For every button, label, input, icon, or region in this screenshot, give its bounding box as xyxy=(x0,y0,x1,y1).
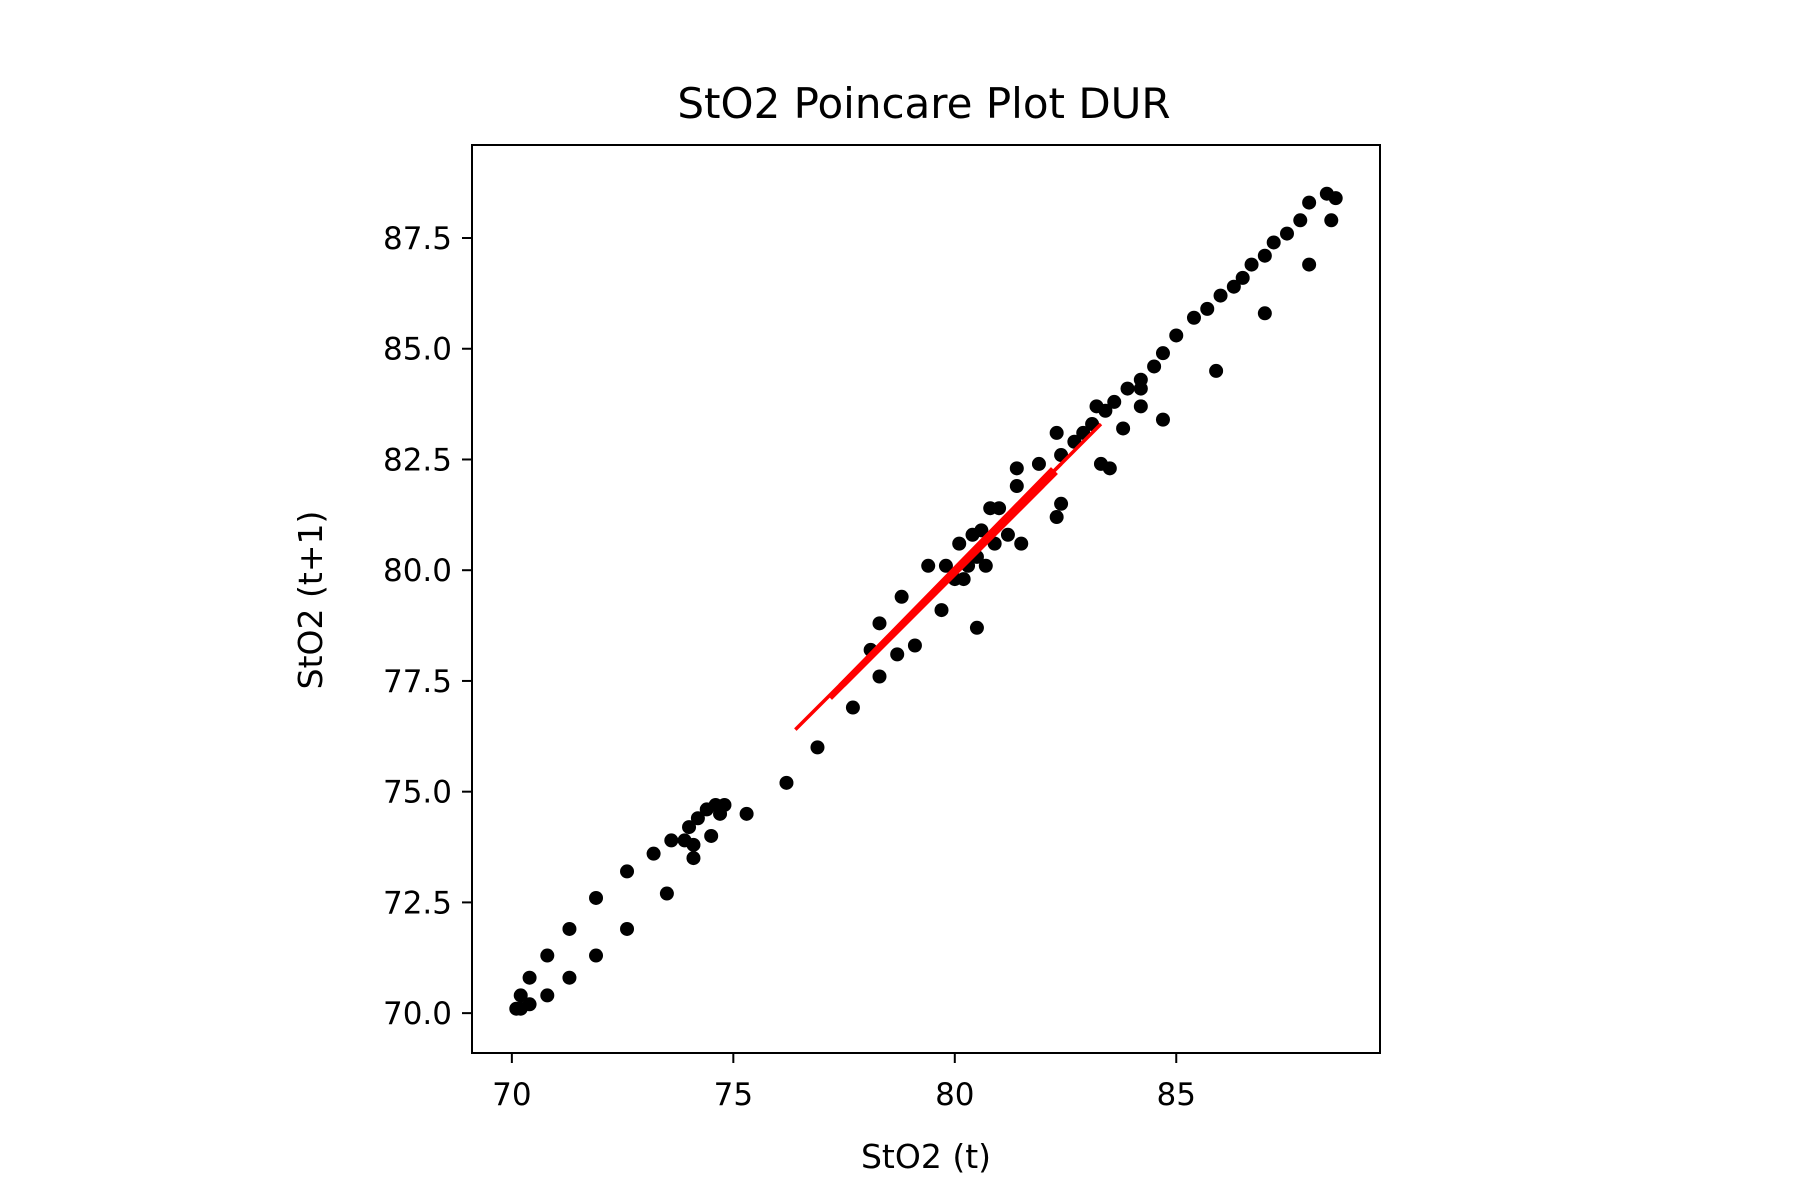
scatter-point xyxy=(1266,235,1281,250)
scatter-point xyxy=(1000,527,1015,542)
scatter-point xyxy=(1031,456,1046,471)
scatter-point xyxy=(1209,363,1224,378)
scatter-point xyxy=(1293,213,1308,228)
scatter-point xyxy=(1133,381,1148,396)
scatter-point xyxy=(1257,248,1272,263)
scatter-point xyxy=(1049,510,1064,525)
scatter-point xyxy=(1147,359,1162,374)
scatter-point xyxy=(890,647,905,662)
y-tick-label: 82.5 xyxy=(383,442,452,478)
scatter-point xyxy=(969,620,984,635)
scatter-point xyxy=(1226,279,1241,294)
scatter-point xyxy=(620,921,635,936)
scatter-points xyxy=(509,186,1343,1016)
scatter-point xyxy=(682,820,697,835)
x-tick-label: 85 xyxy=(1157,1077,1196,1113)
scatter-point xyxy=(562,921,577,936)
scatter-point xyxy=(1102,461,1117,476)
scatter-point xyxy=(907,638,922,653)
scatter-point xyxy=(1155,412,1170,427)
scatter-point xyxy=(646,846,661,861)
x-tick-label: 80 xyxy=(935,1077,974,1113)
scatter-point xyxy=(938,558,953,573)
scatter-point xyxy=(1257,306,1272,321)
scatter-point xyxy=(690,811,705,826)
scatter-point xyxy=(1120,381,1135,396)
scatter-point xyxy=(956,572,971,587)
scatter-point xyxy=(1235,270,1250,285)
scatter-point xyxy=(894,589,909,604)
scatter-point xyxy=(664,833,679,848)
y-tick-label: 77.5 xyxy=(383,664,452,700)
scatter-point xyxy=(1302,257,1317,272)
x-axis-ticks: 70 75 80 85 xyxy=(492,1053,1196,1113)
scatter-point xyxy=(686,837,701,852)
scatter-point xyxy=(1155,346,1170,361)
scatter-point xyxy=(513,988,528,1003)
y-axis-ticks: 70.0 72.5 75.0 77.5 80.0 82.5 85.0 87.5 xyxy=(383,221,472,1032)
chart-title: StO2 Poincare Plot DUR xyxy=(677,79,1170,128)
scatter-point xyxy=(1009,479,1024,494)
scatter-point xyxy=(704,828,719,843)
scatter-point xyxy=(810,740,825,755)
scatter-point xyxy=(978,558,993,573)
y-tick-label: 87.5 xyxy=(383,221,452,257)
fit-line xyxy=(847,462,1063,678)
scatter-point xyxy=(686,851,701,866)
scatter-point xyxy=(1200,301,1215,316)
y-axis-label: StO2 (t+1) xyxy=(291,511,330,690)
scatter-point xyxy=(1133,399,1148,414)
scatter-point xyxy=(717,797,732,812)
scatter-point xyxy=(562,970,577,985)
scatter-point xyxy=(872,669,887,684)
y-tick-label: 75.0 xyxy=(383,775,452,811)
scatter-point xyxy=(1302,195,1317,210)
x-axis-label: StO2 (t) xyxy=(861,1137,991,1176)
scatter-point xyxy=(1054,496,1069,511)
scatter-point xyxy=(1098,403,1113,418)
scatter-point xyxy=(779,775,794,790)
fit-lines xyxy=(794,422,1103,731)
scatter-point xyxy=(1049,425,1064,440)
scatter-point xyxy=(739,806,754,821)
fit-line xyxy=(829,484,1045,700)
scatter-point xyxy=(1014,536,1029,551)
scatter-point xyxy=(1324,213,1339,228)
scatter-point xyxy=(1328,191,1343,206)
scatter-point xyxy=(845,700,860,715)
scatter-point xyxy=(1186,310,1201,325)
scatter-point xyxy=(1107,394,1122,409)
scatter-point xyxy=(974,523,989,538)
scatter-point xyxy=(921,558,936,573)
scatter-point xyxy=(659,886,674,901)
scatter-point xyxy=(522,997,537,1012)
scatter-point xyxy=(1116,421,1131,436)
scatter-point xyxy=(620,864,635,879)
scatter-point xyxy=(589,948,604,963)
scatter-point xyxy=(522,970,537,985)
x-tick-label: 75 xyxy=(714,1077,753,1113)
scatter-point xyxy=(589,890,604,905)
y-tick-label: 80.0 xyxy=(383,553,452,589)
scatter-point xyxy=(1169,328,1184,343)
x-tick-label: 70 xyxy=(492,1077,531,1113)
scatter-point xyxy=(992,501,1007,516)
scatter-point xyxy=(1009,461,1024,476)
scatter-point xyxy=(952,536,967,551)
y-tick-label: 70.0 xyxy=(383,996,452,1032)
plot-frame xyxy=(471,144,1381,1054)
scatter-point xyxy=(540,988,555,1003)
scatter-point xyxy=(1244,257,1259,272)
scatter-point xyxy=(934,603,949,618)
scatter-point xyxy=(1213,288,1228,303)
scatter-point xyxy=(540,948,555,963)
scatter-point xyxy=(872,616,887,631)
scatter-point xyxy=(1279,226,1294,241)
y-tick-label: 72.5 xyxy=(383,885,452,921)
y-tick-label: 85.0 xyxy=(383,332,452,368)
